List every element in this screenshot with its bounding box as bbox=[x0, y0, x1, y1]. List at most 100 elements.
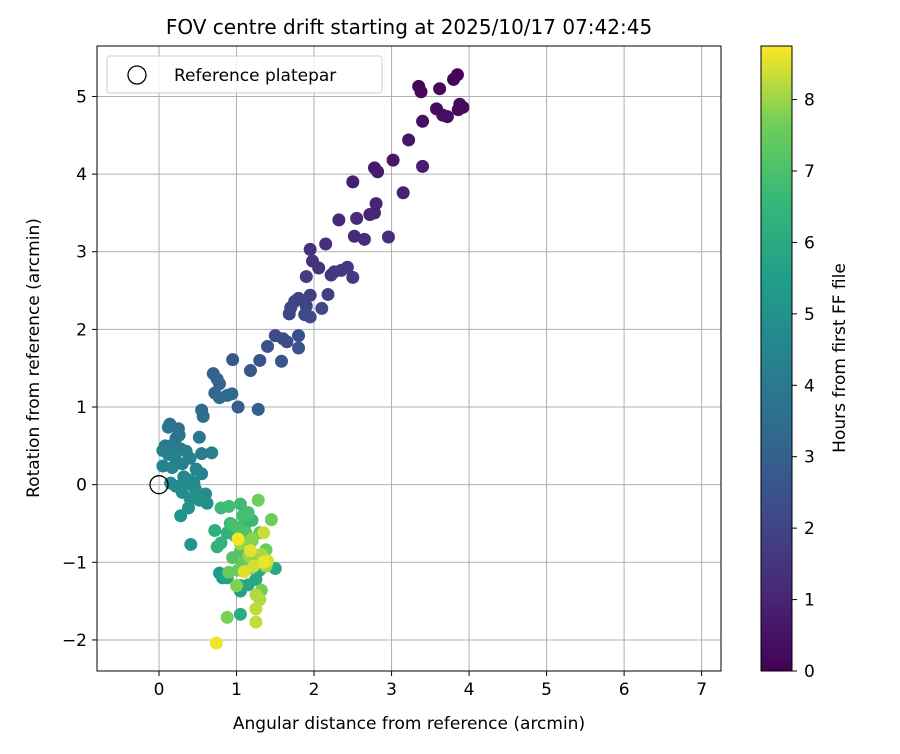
legend-box bbox=[106, 55, 383, 94]
data-point bbox=[230, 579, 244, 593]
data-point bbox=[312, 261, 326, 275]
data-point bbox=[226, 353, 240, 367]
colorbar-gradient bbox=[760, 45, 793, 672]
colorbar-tick-label: 3 bbox=[804, 448, 815, 468]
y-tick-label: 1 bbox=[76, 398, 87, 418]
x-axis-ticks: 0 1 2 3 4 5 6 7 bbox=[154, 671, 707, 700]
plot-frame bbox=[96, 45, 722, 672]
x-tick-label: 2 bbox=[309, 680, 320, 700]
data-point bbox=[402, 133, 416, 147]
y-tick-label: 2 bbox=[76, 320, 87, 340]
data-point bbox=[440, 110, 454, 124]
data-point bbox=[243, 544, 257, 558]
x-tick-label: 4 bbox=[464, 680, 475, 700]
colorbar-tick-label: 1 bbox=[804, 591, 815, 611]
y-axis-ticks: −2 −1 0 1 2 3 4 5 bbox=[62, 87, 97, 651]
data-point bbox=[334, 263, 348, 277]
data-point bbox=[209, 636, 223, 650]
data-point bbox=[196, 409, 210, 423]
data-point bbox=[303, 242, 317, 256]
colorbar-tick-label: 2 bbox=[804, 519, 815, 539]
data-point bbox=[347, 229, 361, 243]
data-point bbox=[241, 506, 255, 520]
data-point bbox=[257, 555, 271, 569]
data-point bbox=[292, 341, 306, 355]
data-point bbox=[249, 602, 263, 616]
data-point bbox=[357, 232, 371, 246]
chart-title: FOV centre drift starting at 2025/10/17 … bbox=[166, 15, 652, 39]
data-point bbox=[174, 509, 188, 523]
data-point bbox=[292, 329, 306, 343]
data-point bbox=[451, 103, 465, 117]
data-point bbox=[416, 159, 430, 173]
x-tick-label: 3 bbox=[386, 680, 397, 700]
data-point bbox=[371, 165, 385, 179]
colorbar-ticks: 0 1 2 3 4 5 6 7 8 bbox=[792, 91, 815, 682]
data-point bbox=[264, 513, 278, 527]
data-point bbox=[251, 402, 265, 416]
data-point bbox=[321, 287, 335, 301]
data-point bbox=[233, 497, 247, 511]
legend-reference-label: Reference platepar bbox=[174, 66, 336, 86]
data-point bbox=[332, 213, 346, 227]
data-point bbox=[381, 230, 395, 244]
data-points bbox=[149, 68, 470, 650]
y-axis-label: Rotation from reference (arcmin) bbox=[24, 218, 44, 498]
data-point bbox=[274, 354, 288, 368]
colorbar-tick-label: 7 bbox=[804, 162, 815, 182]
y-tick-label: 3 bbox=[76, 243, 87, 263]
data-point bbox=[253, 353, 267, 367]
legend: Reference platepar bbox=[106, 55, 383, 94]
data-point bbox=[214, 536, 228, 550]
data-point bbox=[396, 186, 410, 200]
data-point bbox=[280, 335, 294, 349]
data-point bbox=[192, 430, 206, 444]
data-point bbox=[195, 467, 209, 481]
data-point bbox=[303, 310, 317, 324]
data-point bbox=[195, 447, 209, 461]
data-point bbox=[245, 532, 259, 546]
data-point bbox=[192, 493, 206, 507]
x-tick-label: 1 bbox=[231, 680, 242, 700]
data-point bbox=[350, 211, 364, 225]
data-point bbox=[165, 461, 179, 475]
data-point bbox=[233, 607, 247, 621]
data-point bbox=[414, 85, 428, 99]
reference-platepar-marker bbox=[149, 475, 169, 495]
data-point bbox=[161, 420, 175, 434]
colorbar-tick-label: 4 bbox=[804, 376, 815, 396]
y-tick-label: −2 bbox=[62, 631, 87, 651]
x-tick-label: 7 bbox=[696, 680, 707, 700]
data-point bbox=[175, 457, 189, 471]
data-point bbox=[231, 400, 245, 414]
data-point bbox=[212, 391, 226, 405]
legend-reference-marker bbox=[127, 65, 147, 85]
colorbar-tick-label: 0 bbox=[804, 662, 815, 682]
data-point bbox=[346, 270, 360, 284]
data-point bbox=[319, 237, 333, 251]
data-point bbox=[222, 565, 236, 579]
data-point bbox=[225, 387, 239, 401]
colorbar-label: Hours from first FF file bbox=[830, 263, 850, 453]
data-point bbox=[299, 270, 313, 284]
data-point bbox=[346, 175, 360, 189]
data-point bbox=[315, 301, 329, 315]
data-point bbox=[416, 114, 430, 128]
y-tick-label: 0 bbox=[76, 476, 87, 496]
colorbar-tick-label: 6 bbox=[804, 233, 815, 253]
x-tick-label: 5 bbox=[541, 680, 552, 700]
data-point bbox=[251, 493, 265, 507]
data-point bbox=[208, 523, 222, 537]
data-point bbox=[184, 537, 198, 551]
colorbar-tick-label: 8 bbox=[804, 91, 815, 111]
data-point bbox=[303, 288, 317, 302]
y-tick-label: −1 bbox=[62, 553, 87, 573]
data-point bbox=[243, 364, 257, 378]
data-point bbox=[220, 610, 234, 624]
data-point bbox=[433, 82, 447, 96]
x-tick-label: 6 bbox=[619, 680, 630, 700]
data-point bbox=[257, 526, 271, 540]
x-tick-label: 0 bbox=[154, 680, 165, 700]
data-point bbox=[363, 207, 377, 221]
